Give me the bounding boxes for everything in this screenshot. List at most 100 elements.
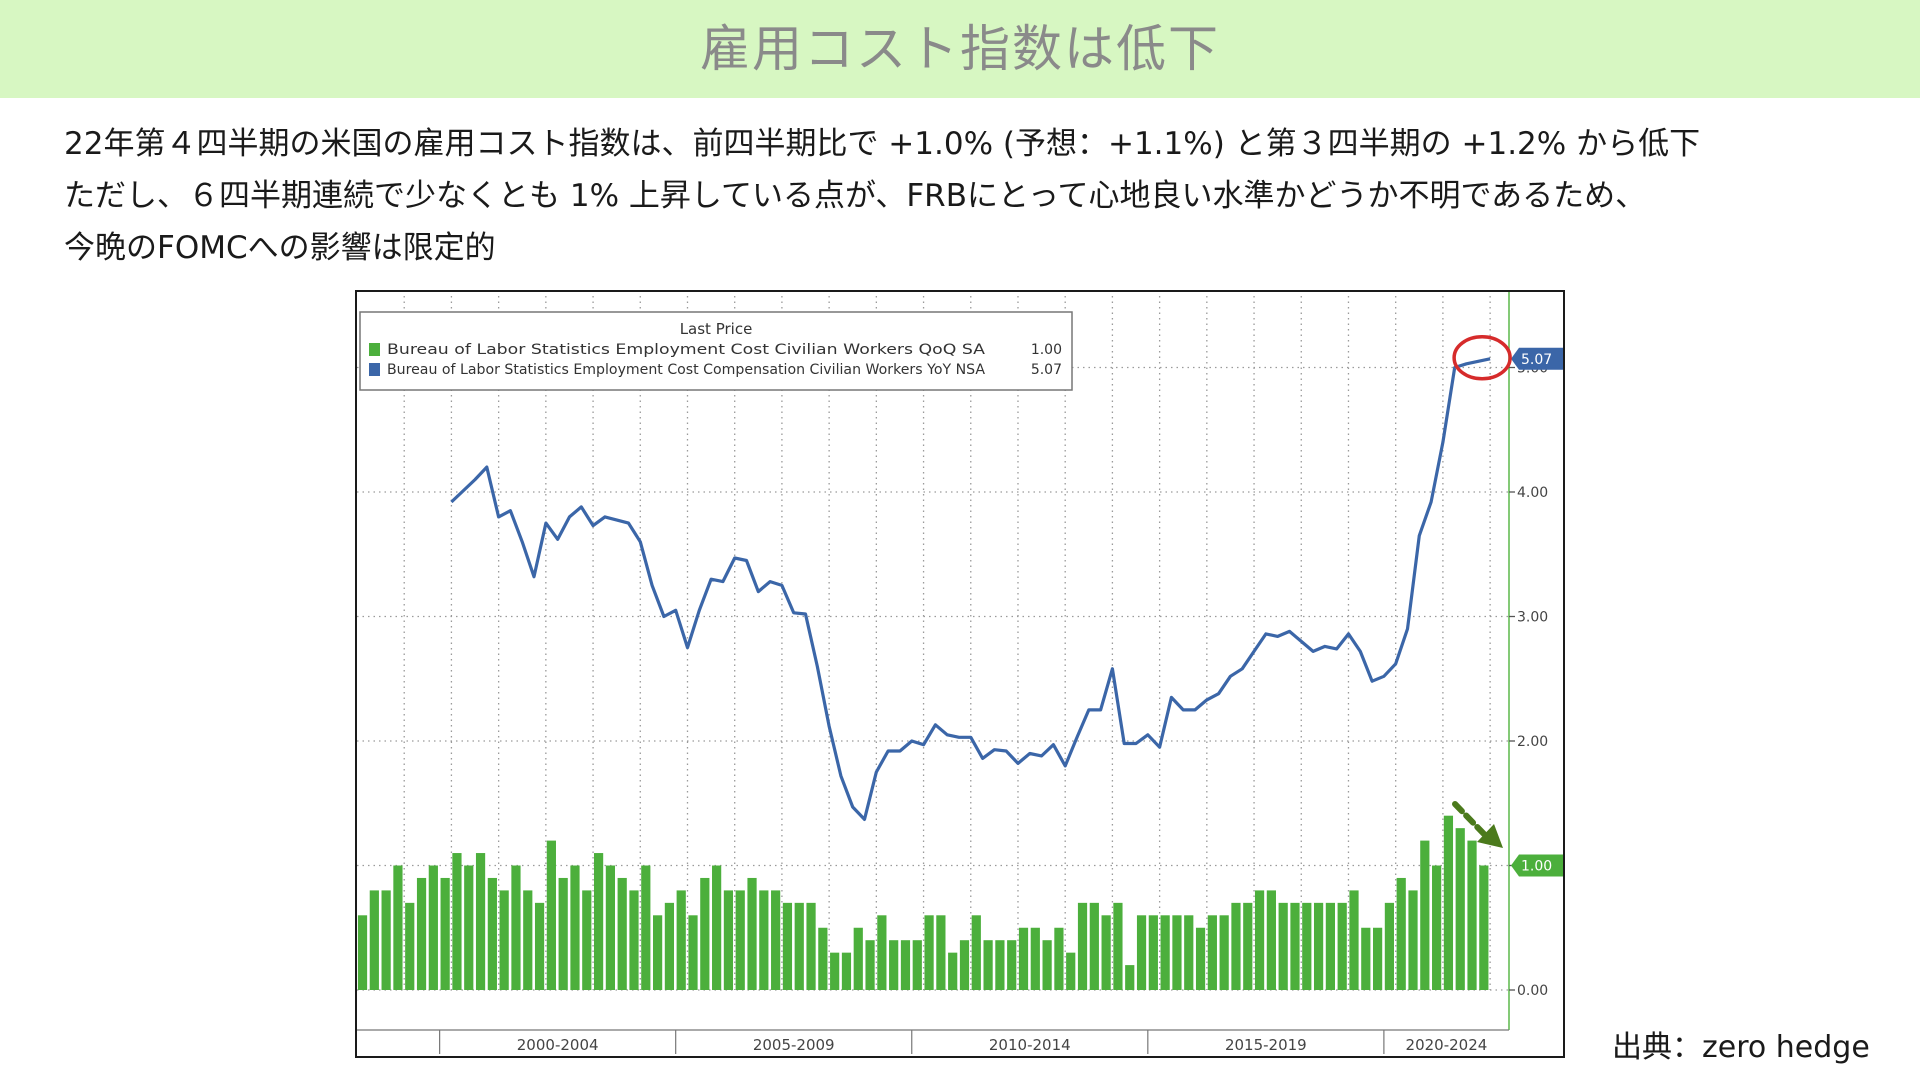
bar <box>664 902 675 990</box>
bar <box>794 902 804 990</box>
bar <box>1042 940 1052 990</box>
bar <box>1089 902 1099 990</box>
bar <box>558 877 568 990</box>
last-value-label: 5.07 <box>1521 352 1552 368</box>
last-value-tag <box>1511 854 1563 877</box>
last-value-tag <box>1511 347 1563 370</box>
legend-label: Bureau of Labor Statistics Employment Co… <box>387 342 986 358</box>
bar <box>782 902 793 990</box>
y-tick-label: 4.00 <box>1517 485 1548 501</box>
bar <box>1302 902 1312 990</box>
bar <box>499 890 509 990</box>
description: 22年第４四半期の米国の雇用コスト指数は、前四半期比で +1.0% (予想：+1… <box>64 118 1864 274</box>
bar <box>653 915 663 990</box>
source-credit: 出典：zero hedge <box>1612 1030 1870 1065</box>
x-tick-label: 2020-2024 <box>1406 1036 1488 1054</box>
bar <box>428 865 438 990</box>
legend-value: 5.07 <box>1031 362 1062 378</box>
bar <box>605 865 615 990</box>
bar <box>735 890 745 990</box>
bar <box>1467 840 1477 990</box>
legend-swatch <box>369 343 380 356</box>
trend-arrow-shaft <box>1452 801 1487 837</box>
bar <box>1254 890 1265 990</box>
bar <box>1030 927 1040 990</box>
bar <box>1278 902 1288 990</box>
bar <box>688 915 698 990</box>
bar <box>1018 927 1029 990</box>
bar <box>853 927 863 990</box>
bar <box>534 902 545 990</box>
bar <box>723 890 734 990</box>
legend-title: Last Price <box>680 320 753 338</box>
bar <box>369 890 379 990</box>
bar <box>712 865 722 990</box>
bar <box>983 940 993 990</box>
bar <box>1443 815 1454 990</box>
bar <box>1373 927 1383 990</box>
bar <box>771 890 781 990</box>
bar <box>1479 865 1489 990</box>
y-tick-label: 2.00 <box>1517 734 1548 750</box>
bar <box>1396 877 1406 990</box>
x-tick-label: 2000-2004 <box>517 1036 599 1054</box>
chart-frame: 0.001.002.003.004.005.005.071.002000-200… <box>355 290 1565 1058</box>
bar <box>936 915 946 990</box>
bar <box>1361 927 1371 990</box>
description-line-2: ただし、６四半期連続で少なくとも 1% 上昇している点が、FRBにとって心地良い… <box>64 178 1647 214</box>
red-highlight-circle <box>1452 335 1512 381</box>
bar <box>1172 915 1182 990</box>
bar <box>570 865 580 990</box>
bar <box>1432 865 1442 990</box>
page-title: 雇用コスト指数は低下 <box>700 20 1220 78</box>
bar <box>1455 828 1465 990</box>
bar <box>1007 940 1017 990</box>
bar <box>759 890 769 990</box>
bar <box>487 877 497 990</box>
bar <box>830 952 840 990</box>
bar <box>959 940 970 990</box>
bar <box>971 915 981 990</box>
bar <box>617 877 627 990</box>
bar <box>700 877 710 990</box>
bar <box>1207 915 1217 990</box>
bar <box>1077 902 1088 990</box>
bar <box>676 890 686 990</box>
bar <box>1231 902 1241 990</box>
bar <box>629 890 639 990</box>
bar <box>1136 915 1147 990</box>
bar <box>1066 952 1076 990</box>
bar <box>865 940 875 990</box>
bar <box>1160 915 1170 990</box>
y-tick-label: 0.00 <box>1517 983 1548 999</box>
bar <box>393 865 403 990</box>
bar <box>806 902 816 990</box>
trend-arrow-head <box>1477 824 1503 848</box>
bar <box>416 877 427 990</box>
bar <box>1125 965 1135 990</box>
description-line-1: 22年第４四半期の米国の雇用コスト指数は、前四半期比で +1.0% (予想：+1… <box>64 126 1701 162</box>
bar <box>381 890 391 990</box>
y-tick-label: 3.00 <box>1517 610 1548 626</box>
bar <box>948 952 958 990</box>
bar <box>924 915 934 990</box>
legend-value: 1.00 <box>1031 342 1062 358</box>
bar <box>818 927 828 990</box>
bar <box>912 940 922 990</box>
bar <box>1408 890 1418 990</box>
legend-label: Bureau of Labor Statistics Employment Co… <box>387 362 985 378</box>
x-tick-label: 2005-2009 <box>753 1036 835 1054</box>
employment-cost-chart: 0.001.002.003.004.005.005.071.002000-200… <box>357 292 1563 1054</box>
bar <box>1195 927 1206 990</box>
x-tick-label: 2015-2019 <box>1225 1036 1307 1054</box>
bar <box>464 865 474 990</box>
bar <box>1219 915 1229 990</box>
bar <box>1384 902 1395 990</box>
description-line-3: 今晩のFOMCへの影響は限定的 <box>64 230 496 266</box>
bar <box>1243 902 1253 990</box>
bar <box>1113 902 1123 990</box>
legend-swatch <box>369 363 380 376</box>
title-banner <box>0 0 1920 98</box>
bar <box>357 915 368 990</box>
bar <box>593 853 604 990</box>
